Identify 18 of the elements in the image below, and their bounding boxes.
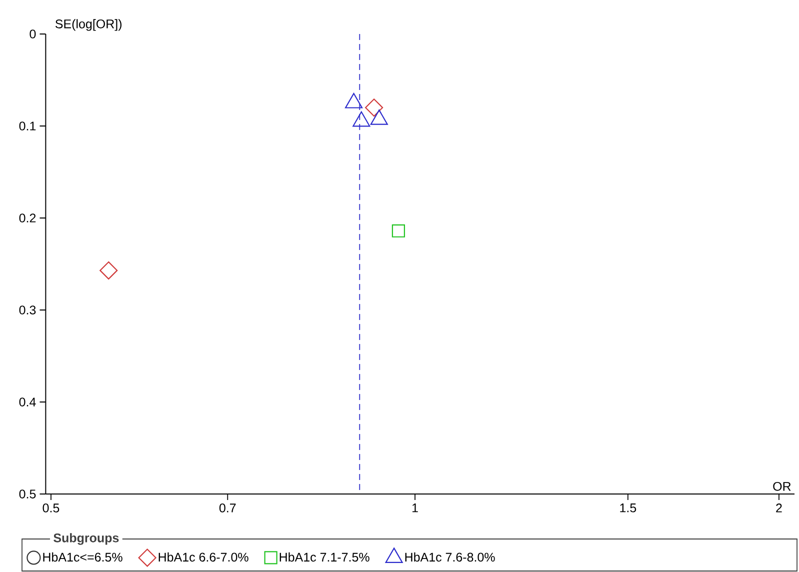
y-tick-label: 0.1: [19, 122, 36, 130]
legend-label: HbA1c 7.6-8.0%: [405, 552, 495, 562]
y-tick-label: 0.5: [19, 490, 36, 498]
x-tick-label: 0.7: [219, 504, 236, 512]
x-axis-title: OR: [773, 482, 791, 491]
y-tick-label: 0.4: [19, 398, 36, 406]
y-tick-label: 0.3: [19, 306, 36, 314]
legend-label: HbA1c 7.1-7.5%: [280, 552, 370, 562]
legend-title: Subgroups: [54, 533, 119, 545]
y-tick-label: 0: [30, 30, 36, 38]
legend-label: HbA1c 6.6-7.0%: [158, 552, 248, 562]
x-tick-label: 2: [776, 504, 782, 512]
x-tick-label: 0.5: [42, 504, 60, 512]
y-tick-label: 0.2: [19, 214, 36, 222]
x-tick-label: 1.5: [620, 504, 636, 512]
y-axis-title: SE(log[OR]): [55, 19, 122, 31]
legend-label: HbA1c<=6.5%: [43, 552, 122, 562]
x-tick-label: 1: [412, 504, 418, 512]
